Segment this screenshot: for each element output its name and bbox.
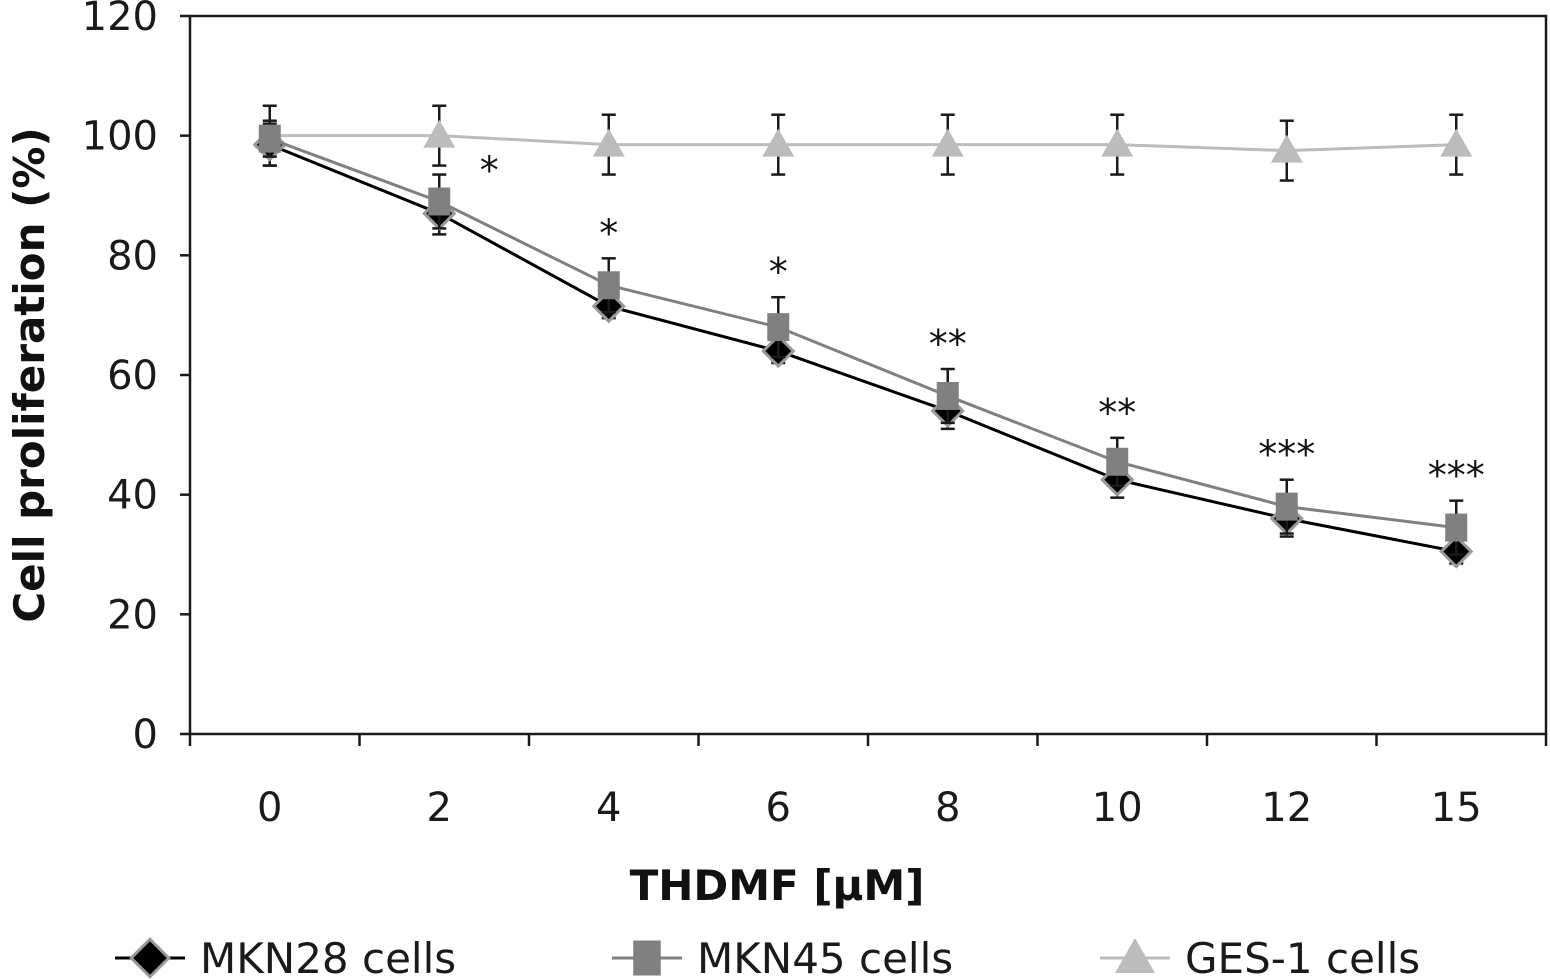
y-tick-label: 80 bbox=[107, 233, 158, 279]
x-tick-label: 8 bbox=[935, 785, 960, 831]
x-tick-label: 10 bbox=[1092, 785, 1143, 831]
legend: MKN28 cells MKN45 cells GES-1 cells bbox=[115, 934, 1420, 979]
y-tick-label: 40 bbox=[107, 473, 158, 519]
square-marker bbox=[1106, 447, 1129, 476]
square-marker bbox=[428, 187, 451, 216]
x-tick-label: 15 bbox=[1431, 785, 1482, 831]
significance-label: *** bbox=[1258, 433, 1315, 477]
triangle-marker bbox=[592, 128, 625, 157]
series-line bbox=[269, 137, 1457, 530]
significance-markers: ********** *** bbox=[480, 149, 1485, 498]
square-marker bbox=[597, 271, 620, 300]
x-tick-label: 4 bbox=[596, 785, 621, 831]
y-axis-title: Cell proliferation (%) bbox=[5, 127, 54, 622]
significance-label: ** bbox=[1098, 391, 1136, 435]
legend-item: MKN28 cells bbox=[115, 934, 456, 979]
legend-label: MKN45 cells bbox=[697, 934, 953, 979]
legend-item: MKN45 cells bbox=[612, 934, 953, 979]
square-marker bbox=[633, 940, 661, 976]
x-tick-label: 2 bbox=[427, 785, 452, 831]
series-ges-1-cells bbox=[253, 104, 1473, 182]
y-tick-label: 120 bbox=[82, 0, 158, 40]
square-marker bbox=[767, 313, 790, 342]
diamond-marker bbox=[129, 937, 171, 979]
square-marker bbox=[258, 124, 281, 153]
legend-item: GES-1 cells bbox=[1100, 934, 1420, 979]
significance-label: * bbox=[599, 211, 618, 255]
triangle-marker bbox=[1101, 128, 1134, 157]
x-tick-label: 6 bbox=[766, 785, 791, 831]
y-tick-label: 100 bbox=[82, 114, 158, 160]
y-tick-label: 0 bbox=[133, 712, 158, 758]
legend-label: MKN28 cells bbox=[200, 934, 456, 979]
square-marker bbox=[936, 381, 959, 410]
triangle-marker bbox=[931, 128, 964, 157]
significance-label: *** bbox=[1428, 454, 1485, 498]
triangle-marker bbox=[1115, 938, 1155, 973]
plot-area bbox=[188, 14, 1548, 736]
significance-label: * bbox=[769, 250, 788, 294]
series-line bbox=[269, 143, 1457, 553]
x-tick-label: 0 bbox=[257, 785, 282, 831]
triangle-marker bbox=[1440, 128, 1473, 157]
triangle-marker bbox=[1270, 134, 1303, 163]
y-tick-label: 20 bbox=[107, 592, 158, 638]
series-layer bbox=[252, 104, 1474, 569]
square-marker bbox=[1275, 492, 1298, 521]
legend-label: GES-1 cells bbox=[1185, 934, 1420, 979]
triangle-marker bbox=[762, 128, 795, 157]
x-tick-label: 12 bbox=[1261, 785, 1312, 831]
x-axis-title: THDMF [µM] bbox=[630, 861, 925, 910]
series-line bbox=[269, 134, 1457, 153]
significance-label: * bbox=[480, 149, 499, 193]
series-mkn45-cells bbox=[258, 119, 1468, 556]
x-axis: 0 2 4 6 8 10 12 15 bbox=[188, 734, 1548, 831]
significance-label: ** bbox=[929, 322, 967, 366]
triangle-marker bbox=[423, 119, 456, 148]
y-axis: 0 20 40 60 80 100 120 bbox=[82, 0, 190, 758]
square-marker bbox=[1445, 513, 1468, 542]
y-tick-label: 60 bbox=[107, 353, 158, 399]
